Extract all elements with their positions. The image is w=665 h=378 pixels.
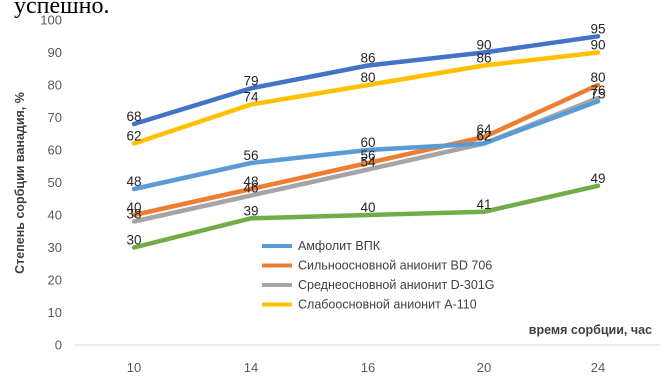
y-tick-label: 80 — [48, 78, 62, 93]
y-tick-label: 60 — [48, 143, 62, 158]
data-label: 62 — [126, 129, 141, 144]
data-label: 49 — [590, 171, 605, 186]
series-line — [131, 50, 601, 146]
data-label: 74 — [243, 90, 259, 105]
data-label: 64 — [476, 122, 492, 137]
data-label: 30 — [126, 233, 141, 248]
data-label: 56 — [360, 148, 375, 163]
x-tick-label: 10 — [127, 360, 141, 375]
y-tick-label: 30 — [48, 240, 62, 255]
x-tick-label: 16 — [361, 360, 375, 375]
x-axis: 10 14 16 20 24 — [75, 344, 660, 375]
y-tick-label: 70 — [48, 110, 62, 125]
data-label: 80 — [360, 70, 375, 85]
data-label: 90 — [476, 38, 491, 53]
legend-label: Амфолит ВПК — [298, 239, 381, 253]
series-line — [131, 99, 601, 192]
y-tick-label: 50 — [48, 175, 62, 190]
data-label: 62 — [476, 129, 491, 144]
data-label: 95 — [590, 21, 605, 36]
y-tick-label: 20 — [48, 273, 62, 288]
data-label: 46 — [243, 181, 258, 196]
data-label: 76 — [590, 83, 605, 98]
series-lines — [131, 34, 601, 250]
data-label: 54 — [360, 155, 376, 170]
y-axis-label: Степень сорбции ванадия, % — [13, 92, 27, 274]
data-label: 60 — [360, 135, 375, 150]
data-label: 40 — [126, 200, 141, 215]
legend-label: Слабоосновной анионит А-110 — [298, 298, 477, 312]
data-label: 40 — [360, 200, 375, 215]
x-tick-label: 14 — [244, 360, 258, 375]
legend-label: Среднеосновной анионит D-301G — [298, 278, 494, 292]
series-line — [131, 82, 601, 218]
data-label: 48 — [126, 174, 141, 189]
y-tick-label: 0 — [55, 338, 62, 353]
page-fragment-text: успешно. — [14, 0, 109, 19]
data-label: 41 — [476, 197, 491, 212]
data-label: 90 — [590, 38, 605, 53]
data-label: 75 — [590, 86, 605, 101]
x-axis-label: время сорбции, час — [529, 323, 652, 337]
y-tick-label: 10 — [48, 305, 62, 320]
y-tick-label: 40 — [48, 208, 62, 223]
legend: Амфолит ВПК Сильноосновной анионит BD 706… — [262, 239, 494, 312]
data-label: 86 — [476, 51, 491, 66]
y-tick-label: 100 — [40, 13, 62, 28]
series-line — [131, 183, 601, 250]
x-tick-label: 20 — [477, 360, 491, 375]
data-label: 62 — [476, 129, 491, 144]
data-label: 79 — [243, 73, 258, 88]
data-label: 80 — [590, 70, 605, 85]
data-label: 39 — [243, 203, 258, 218]
y-axis: 0 10 20 30 40 50 60 70 80 90 100 — [40, 13, 62, 353]
data-label: 56 — [243, 148, 258, 163]
series-line — [131, 34, 601, 127]
data-label: 38 — [126, 207, 141, 222]
data-label: 48 — [243, 174, 258, 189]
legend-label: Сильноосновной анионит BD 706 — [298, 259, 492, 273]
data-label: 68 — [126, 109, 141, 124]
data-label: 86 — [360, 51, 375, 66]
y-tick-label: 90 — [48, 45, 62, 60]
x-tick-label: 24 — [591, 360, 605, 375]
